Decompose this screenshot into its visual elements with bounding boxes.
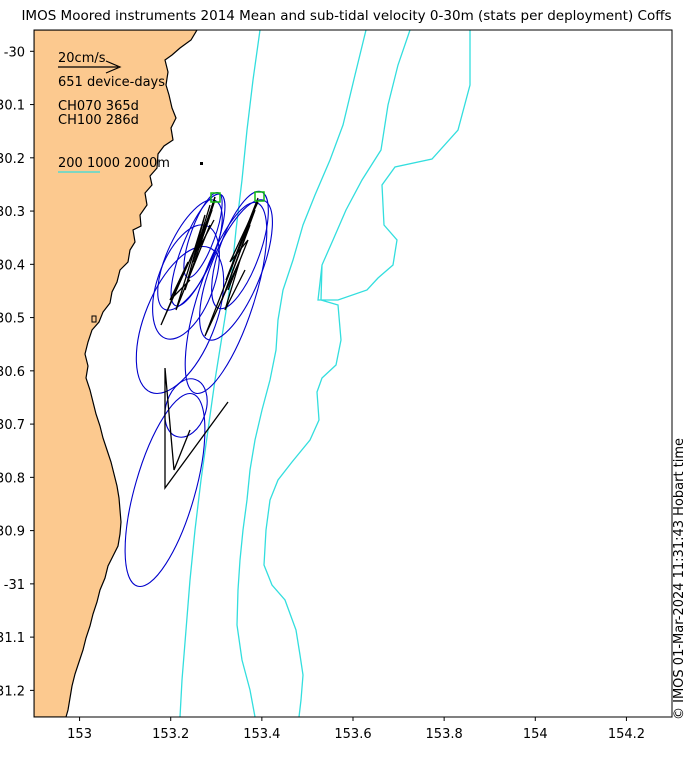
latitude-tick-label: -31: [4, 578, 25, 593]
scale-label: 20cm/s: [58, 51, 106, 66]
page-title: IMOS Moored instruments 2014 Mean and su…: [21, 8, 672, 24]
isobath-200m: [179, 30, 261, 717]
mooring-marker-ch070: [210, 192, 221, 203]
deployment-label: CH100 286d: [58, 113, 139, 128]
latitude-tick-label: -30.8: [0, 471, 25, 486]
latitude-tick-label: -31.1: [0, 631, 25, 646]
copyright-notice: © IMOS 01-Mar-2024 11:31:43 Hobart time: [672, 437, 687, 720]
mean-velocity-vector: [175, 199, 216, 311]
land-mass: [34, 30, 198, 717]
variance-ellipse: [184, 201, 268, 395]
scale-arrow-head: [105, 60, 122, 74]
latitude-axis: -30 -30.1 -30.2 -30.3 -30.4 -30.5 -30.6 -30.7 -3…: [0, 45, 34, 699]
mean-velocity-vector: [227, 201, 259, 291]
latitude-tick-label: -30.2: [0, 152, 25, 167]
latitude-tick-label: -30.1: [0, 99, 25, 114]
velocity-vectors: [160, 196, 259, 490]
isobath-2000m: [263, 30, 471, 717]
latitude-tick-label: -30: [4, 45, 25, 60]
mean-velocity-vector: [160, 209, 213, 326]
mooring-marker-ch100: [254, 191, 265, 202]
longitude-tick-label: 153.8: [426, 727, 463, 742]
isobath-legend-label: 200 1000 2000m: [58, 156, 170, 171]
longitude-tick-label: 154.2: [608, 727, 645, 742]
device-days-label: 651 device-days: [58, 75, 165, 90]
latitude-tick-label: -30.4: [0, 258, 25, 273]
longitude-tick-label: 153: [67, 727, 92, 742]
island: [91, 315, 97, 323]
map-legend: 20cm/s 651 device-days CH070 365d CH100 …: [58, 51, 170, 173]
variance-ellipse: [124, 392, 206, 588]
longitude-tick-label: 154: [523, 727, 548, 742]
variance-ellipse: [135, 245, 225, 395]
variance-ellipse: [164, 378, 208, 438]
longitude-tick-label: 153.2: [152, 727, 189, 742]
latitude-tick-label: -31.2: [0, 684, 25, 699]
variance-ellipse: [152, 224, 220, 340]
latitude-tick-label: -30.7: [0, 418, 25, 433]
latitude-tick-label: -30.3: [0, 205, 25, 220]
longitude-axis: 153 153.2 153.4 153.6 153.8 154 154.2: [67, 717, 645, 742]
longitude-tick-label: 153.4: [243, 727, 280, 742]
latitude-tick-label: -30.9: [0, 525, 25, 540]
latitude-tick-label: -30.5: [0, 312, 25, 327]
deployment-label: CH070 365d: [58, 99, 139, 114]
isobath-1000m: [236, 30, 367, 717]
island: [200, 162, 203, 165]
mean-velocity-vector: [221, 197, 259, 301]
longitude-tick-label: 153.6: [334, 727, 371, 742]
mean-velocity-vector: [164, 367, 229, 490]
latitude-tick-label: -30.6: [0, 365, 25, 380]
